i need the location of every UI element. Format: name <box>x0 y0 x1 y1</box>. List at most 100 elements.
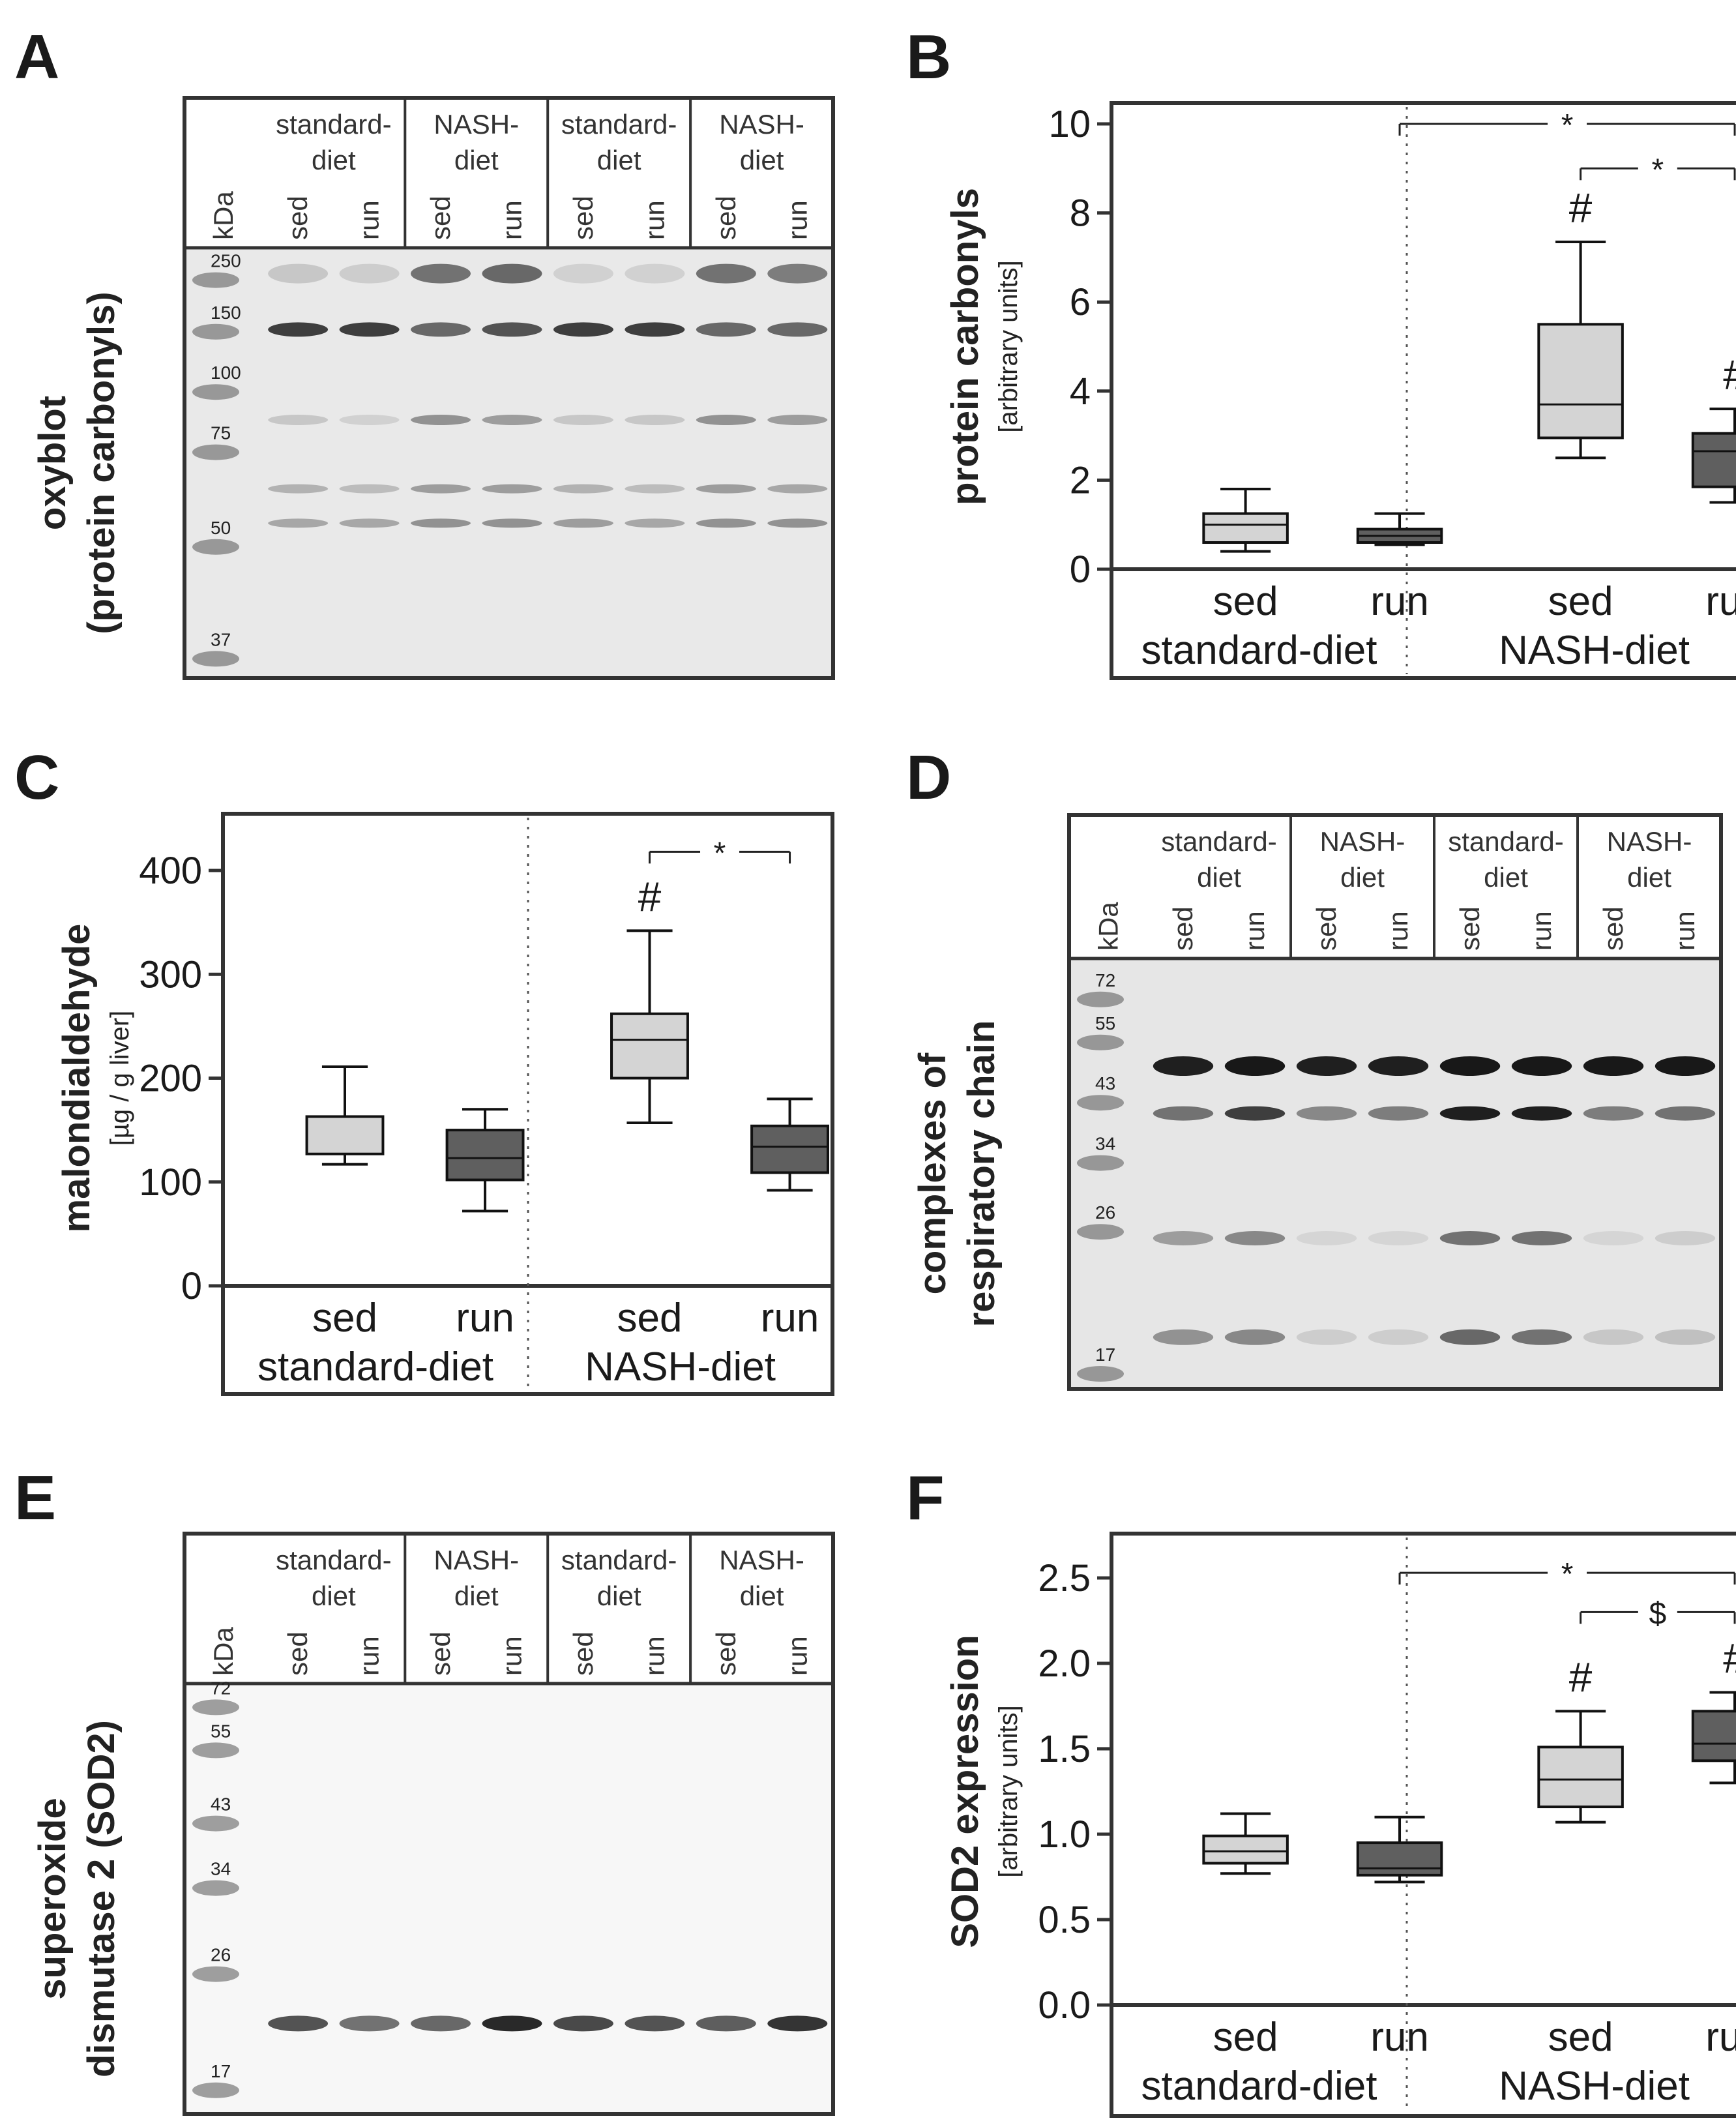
protein-band <box>553 484 613 494</box>
y-axis-unit: [µg / g liver] <box>106 1011 134 1146</box>
protein-band <box>268 263 329 284</box>
lane-label: run <box>1670 911 1700 951</box>
protein-band <box>696 484 756 494</box>
protein-band <box>339 322 400 337</box>
protein-band <box>625 484 685 494</box>
lane-label: sed <box>1168 906 1198 951</box>
protein-band <box>1296 1329 1357 1345</box>
box-sed <box>305 1065 385 1166</box>
x-category-label: sed <box>1548 579 1613 624</box>
x-group-label: standard-diet <box>257 1345 493 1389</box>
x-category-label: run <box>761 1296 819 1341</box>
lane-label: run <box>354 200 385 240</box>
blot-panel-a: kDa standard-diet NASH-diet standard-diet NA… <box>31 96 835 680</box>
y-tick-label: 200 <box>139 1058 202 1100</box>
lane-label: sed <box>425 1631 456 1676</box>
protein-band <box>767 2015 828 2032</box>
lane-label: run <box>639 1636 669 1676</box>
mw-marker-label: 72 <box>1095 970 1115 990</box>
panel-label-f: F <box>906 1463 945 1533</box>
x-category-label: run <box>456 1296 514 1341</box>
mw-marker-label: 50 <box>211 518 231 538</box>
ladder-band <box>192 272 239 288</box>
mw-marker-label: 17 <box>211 2061 231 2081</box>
group-header: standard- <box>1448 826 1563 857</box>
protein-band <box>553 415 613 425</box>
y-tick-label: 400 <box>139 850 202 892</box>
blot-title-line: oxyblot <box>31 396 74 530</box>
ladder-band <box>192 1699 239 1716</box>
protein-band <box>339 263 400 284</box>
lane-label: run <box>782 200 812 240</box>
protein-band <box>696 263 756 284</box>
x-category-label: sed <box>1213 2015 1278 2060</box>
mw-marker-label: 26 <box>1095 1202 1115 1223</box>
box-sed <box>1202 1812 1289 1875</box>
blot-frame <box>1067 813 1723 1391</box>
box-run <box>445 1108 525 1213</box>
blot-title-line: superoxide <box>31 1798 74 1999</box>
protein-band <box>553 263 613 284</box>
mw-marker-label: 75 <box>211 423 231 443</box>
protein-band <box>482 2015 542 2032</box>
protein-band <box>482 263 542 284</box>
protein-band <box>696 415 756 425</box>
protein-band <box>268 415 329 425</box>
mw-marker-label: 43 <box>211 1794 231 1815</box>
protein-band <box>625 415 685 425</box>
blot-title-line: respiratory chain <box>960 1020 1003 1328</box>
ladder-band <box>192 539 239 555</box>
group-header: NASH- <box>719 109 804 140</box>
lane-label: run <box>1526 911 1557 951</box>
protein-band <box>1368 1056 1429 1076</box>
lane-label: sed <box>1598 906 1628 951</box>
lane-label: sed <box>568 1631 598 1676</box>
y-axis-title: protein carbonyls <box>944 188 986 505</box>
protein-band <box>1224 1056 1286 1076</box>
ladder-band <box>1077 1034 1124 1050</box>
lane-label: run <box>496 1636 527 1676</box>
bracket-label: $ <box>1649 1596 1666 1631</box>
lane-label: sed <box>1311 906 1342 951</box>
protein-band <box>482 518 542 528</box>
group-header: NASH- <box>434 1545 519 1575</box>
protein-band <box>411 518 471 528</box>
y-tick-label: 4 <box>1070 370 1091 413</box>
x-category-label: sed <box>1548 2015 1613 2060</box>
significance-bracket: * <box>649 836 791 870</box>
box-iqr <box>610 1012 689 1080</box>
protein-band <box>1655 1231 1716 1245</box>
group-header: diet <box>597 1581 641 1611</box>
box-run: # <box>1691 351 1736 504</box>
box-iqr <box>1202 512 1289 544</box>
protein-band <box>553 322 613 337</box>
significance-bracket: $ <box>1580 1596 1736 1631</box>
x-category-label: run <box>1705 2015 1736 2060</box>
protein-band <box>268 322 329 337</box>
chart-panel-f: 0.0 0.5 1.0 1.5 2.0 2.5 SOD2 expression [arbitr… <box>944 1532 1736 2118</box>
blot-frame <box>183 1532 835 2116</box>
group-header: NASH- <box>1607 826 1692 857</box>
protein-band <box>411 484 471 494</box>
protein-band <box>696 518 756 528</box>
protein-band <box>1439 1231 1501 1245</box>
x-category-label: run <box>1370 579 1429 624</box>
ladder-band <box>192 323 239 340</box>
protein-band <box>339 2015 400 2032</box>
box-iqr <box>750 1124 829 1174</box>
significance-hash: # <box>1569 1654 1593 1701</box>
lane-label: run <box>1383 911 1413 951</box>
box-run <box>1356 512 1443 546</box>
ladder-band <box>192 1815 239 1832</box>
protein-band <box>339 484 400 494</box>
protein-band <box>482 322 542 337</box>
ladder-band <box>1077 1224 1124 1240</box>
ladder-band <box>192 384 239 400</box>
box-iqr <box>445 1129 525 1181</box>
protein-band <box>1224 1231 1286 1245</box>
group-header: standard- <box>276 1545 391 1575</box>
lane-label: sed <box>711 196 741 240</box>
protein-band <box>411 2015 471 2032</box>
ladder-band <box>192 1880 239 1896</box>
